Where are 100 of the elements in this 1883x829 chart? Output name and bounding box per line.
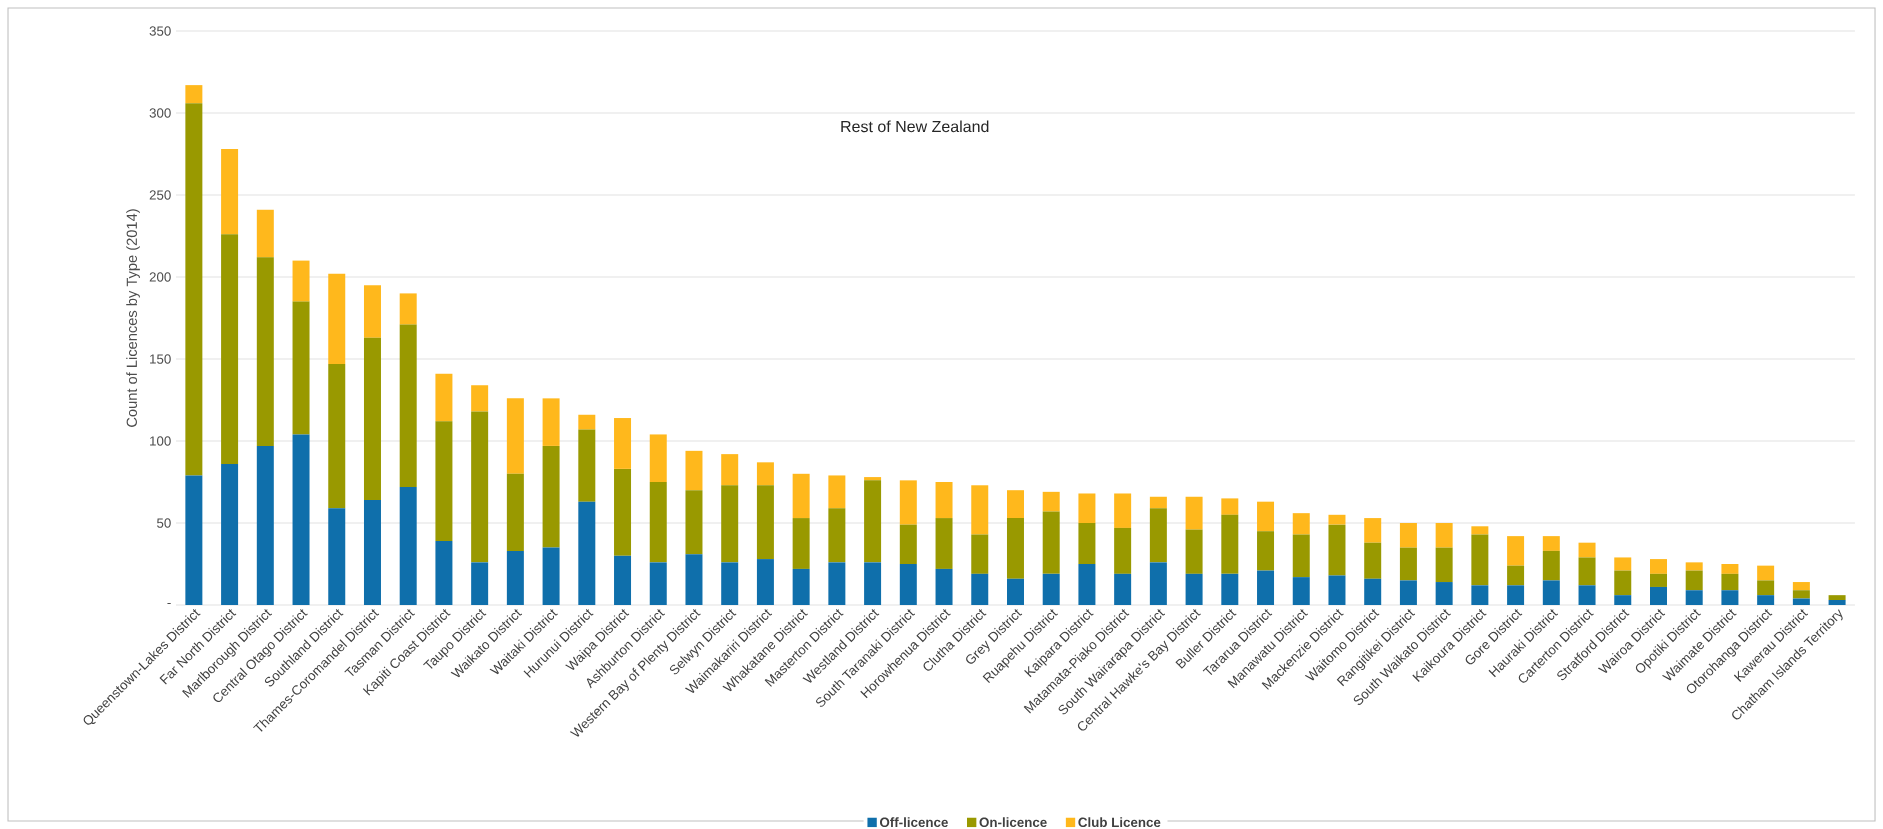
bar <box>1399 523 1417 548</box>
bar <box>1328 575 1346 605</box>
bar <box>828 508 846 563</box>
bar <box>1078 523 1096 564</box>
bar <box>1257 570 1275 605</box>
bar <box>578 414 596 430</box>
bar <box>221 463 239 605</box>
bar <box>578 501 596 605</box>
bar <box>1328 524 1346 576</box>
bar <box>1578 585 1596 605</box>
bar <box>685 554 703 605</box>
bar <box>399 293 417 325</box>
bar <box>1221 514 1239 574</box>
bar <box>899 480 917 525</box>
bar <box>685 450 703 491</box>
bar <box>1792 598 1810 605</box>
y-tick-label: 300 <box>149 108 171 118</box>
bar <box>542 398 560 446</box>
bar <box>721 454 739 486</box>
bar <box>864 562 882 605</box>
bar <box>756 485 774 560</box>
bar <box>542 547 560 605</box>
bar <box>1578 557 1596 586</box>
bar <box>1471 534 1489 586</box>
bar <box>935 482 953 519</box>
bar <box>1792 590 1810 599</box>
bar <box>614 418 632 469</box>
legend-label: On-licence <box>979 817 1047 828</box>
y-tick-label: 100 <box>150 436 171 446</box>
bar <box>435 373 453 422</box>
bar <box>1042 511 1060 574</box>
bar <box>363 500 381 605</box>
bar <box>221 149 239 235</box>
bar <box>1721 564 1739 574</box>
bar <box>1828 595 1846 601</box>
bar <box>756 462 774 486</box>
y-tick-label: 50 <box>157 518 171 528</box>
bar <box>1507 536 1525 566</box>
bar <box>1614 595 1632 605</box>
bar <box>685 490 703 555</box>
bar <box>1435 523 1453 548</box>
text: Rest of New Zealand <box>841 120 989 133</box>
bar <box>1257 531 1275 571</box>
bar <box>471 411 489 563</box>
bar <box>1364 578 1382 605</box>
bar <box>792 473 810 519</box>
bar <box>614 468 632 556</box>
bar <box>292 260 310 302</box>
bar <box>792 518 810 569</box>
bar <box>292 434 310 605</box>
bar <box>899 564 917 605</box>
bar <box>1006 578 1024 605</box>
bar <box>1149 508 1167 563</box>
bar <box>1649 559 1667 574</box>
bar <box>971 534 989 574</box>
bar <box>435 421 453 542</box>
bar <box>1507 565 1525 586</box>
bar <box>185 85 203 104</box>
bar <box>649 482 667 563</box>
bar <box>399 486 417 605</box>
bar <box>1149 562 1167 605</box>
bar <box>935 518 953 569</box>
bar <box>721 562 739 605</box>
bar <box>399 324 417 487</box>
bar <box>506 398 524 474</box>
y-tick-label: - <box>167 602 171 604</box>
bar <box>1721 573 1739 591</box>
bar <box>1364 542 1382 579</box>
bar <box>292 301 310 435</box>
bar <box>1757 595 1775 605</box>
bar <box>1042 491 1060 512</box>
bar <box>1292 534 1310 578</box>
bar <box>1292 577 1310 605</box>
bar <box>1078 493 1096 523</box>
bar <box>363 337 381 501</box>
bar <box>363 285 381 338</box>
bar <box>506 473 524 551</box>
bar <box>1471 526 1489 535</box>
bar <box>614 555 632 605</box>
bar <box>221 234 239 464</box>
y-tick-label: 250 <box>149 190 171 200</box>
bar <box>828 475 846 509</box>
bar <box>185 103 203 476</box>
bar <box>1328 514 1346 525</box>
bar <box>864 477 882 481</box>
bar <box>578 429 596 502</box>
bar <box>1542 550 1560 581</box>
bar <box>899 524 917 564</box>
bar <box>1399 547 1417 581</box>
bar <box>971 485 989 535</box>
bar <box>756 559 774 605</box>
bar <box>1042 573 1060 605</box>
bar <box>256 209 274 258</box>
bar <box>542 445 560 548</box>
bar <box>1828 600 1846 605</box>
bar <box>1006 490 1024 519</box>
y-axis-title: Count of Licences by Type (2014) <box>126 209 140 427</box>
bar <box>1721 590 1739 605</box>
bar <box>1792 582 1810 591</box>
bar <box>1399 580 1417 605</box>
